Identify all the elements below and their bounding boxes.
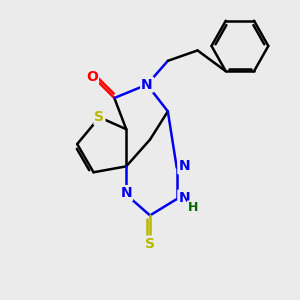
Text: N: N <box>178 190 190 205</box>
Text: O: O <box>86 70 98 84</box>
Text: H: H <box>188 202 198 214</box>
Text: N: N <box>141 78 153 92</box>
Text: N: N <box>120 186 132 200</box>
Text: S: S <box>94 110 104 124</box>
Text: N: N <box>178 159 190 173</box>
Text: S: S <box>145 237 155 250</box>
